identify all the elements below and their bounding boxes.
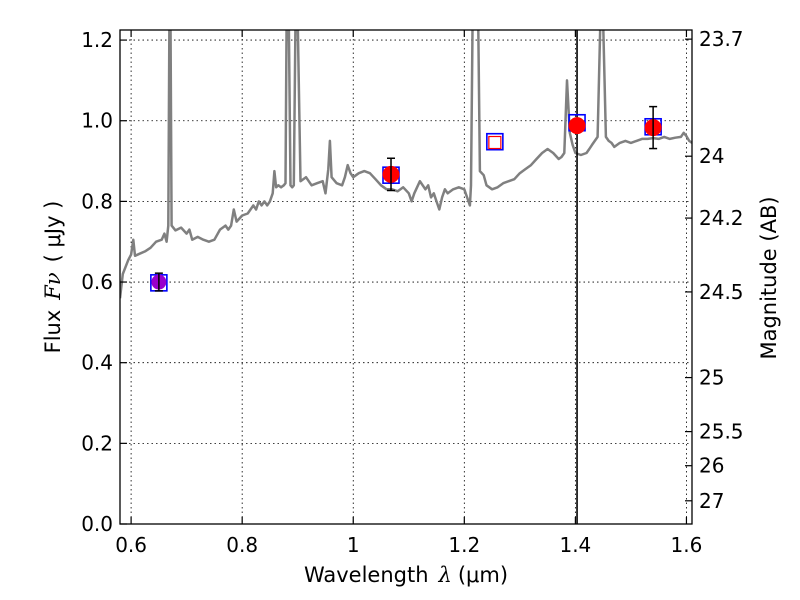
x-tick-label: 1: [347, 533, 360, 557]
right-axis-label: Magnitude (AB): [757, 196, 781, 359]
mag-tick-label: 25.5: [699, 420, 744, 444]
y-tick-label: 0.8: [81, 189, 113, 213]
x-tick-label: 0.6: [115, 533, 147, 557]
plot-frame: [119, 29, 693, 525]
x-tick-label: 1.6: [671, 533, 703, 557]
axis-ticks: 0.6 0.8 1 1.2 1.4 1.6 0.0 0.2 0.4 0.6 0.8 1.0 1.2 23.…: [81, 27, 743, 557]
y-tick-label: 1.0: [81, 109, 113, 133]
mag-tick-label: 25: [699, 366, 724, 390]
mag-tick-label: 27: [699, 489, 724, 513]
observed-point: [568, 117, 586, 135]
y-tick-label: 0.2: [81, 431, 113, 455]
open-point-square: [488, 135, 502, 150]
x-tick-label: 0.8: [226, 533, 258, 557]
model-photometry-square: [486, 132, 504, 151]
x-tick-label: 1.2: [448, 533, 480, 557]
mag-tick-label: 26: [699, 454, 724, 478]
mag-tick-label: 24: [699, 144, 724, 168]
model-spectrum-line: [120, 30, 692, 299]
y-tick-label: 0.6: [81, 270, 113, 294]
y-tick-label: 0.4: [81, 351, 113, 375]
mag-tick-label: 24.2: [699, 206, 744, 230]
plot-area: [120, 30, 692, 524]
y-tick-label: 0.0: [81, 512, 113, 536]
mag-tick-label: 24.5: [699, 280, 744, 304]
mag-tick-label: 23.7: [699, 27, 744, 51]
y-tick-label: 1.2: [81, 28, 113, 52]
y-axis-label: FluxFν( μJy ): [41, 201, 65, 354]
x-tick-label: 1.4: [559, 533, 591, 557]
x-axis-label: Wavelength λ (μm): [304, 563, 508, 587]
data-markers: [150, 105, 662, 292]
